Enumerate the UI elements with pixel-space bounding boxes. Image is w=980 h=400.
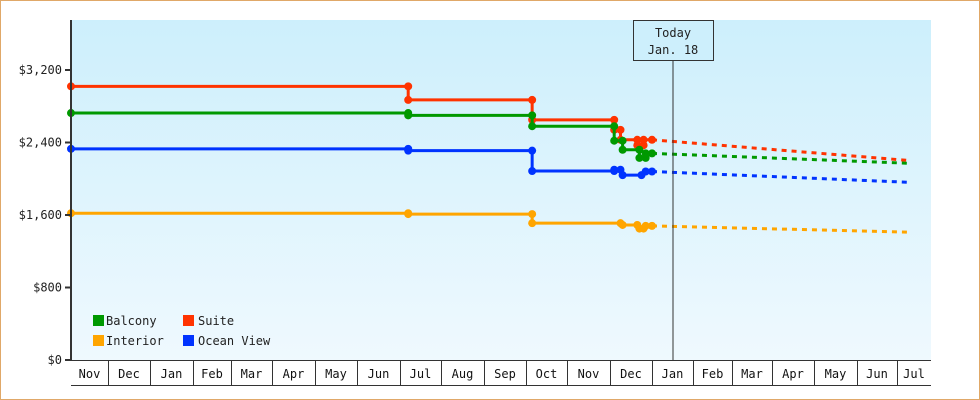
series-interior: [67, 209, 911, 234]
price-point-marker[interactable]: [618, 220, 627, 229]
x-month-label: Oct: [536, 367, 558, 381]
series-layer: [67, 82, 911, 234]
today-label-line2: Jan. 18: [648, 43, 699, 57]
x-month-label: Feb: [702, 367, 724, 381]
price-point-marker[interactable]: [635, 153, 644, 162]
forecast-line: [651, 224, 911, 234]
x-month-label: Dec: [620, 367, 642, 381]
x-month-label: Jun: [368, 367, 390, 381]
price-point-marker[interactable]: [528, 146, 537, 155]
series-balcony: [67, 109, 911, 165]
x-month-label: Mar: [241, 367, 263, 381]
x-month-label: Nov: [79, 367, 101, 381]
y-tick-label: $1,600: [19, 208, 62, 222]
legend-swatch-ocean-view: [183, 335, 194, 346]
price-point-marker[interactable]: [404, 210, 413, 219]
price-point-marker[interactable]: [404, 146, 413, 155]
legend-label-interior: Interior: [106, 334, 164, 348]
legend: Balcony Suite Interior Ocean View: [93, 314, 271, 348]
x-month-label: Jan: [662, 367, 684, 381]
price-point-marker[interactable]: [610, 165, 619, 174]
x-month-label: Aug: [452, 367, 474, 381]
x-month-label: Sep: [494, 367, 516, 381]
x-month-label: Apr: [283, 367, 305, 381]
x-month-label: Feb: [201, 367, 223, 381]
today-box: [633, 20, 714, 61]
x-month-label: Mar: [741, 367, 763, 381]
price-point-marker[interactable]: [528, 167, 537, 176]
y-tick-label: $0: [48, 353, 62, 367]
forecast-line: [651, 170, 911, 184]
x-month-label: Jul: [903, 367, 925, 381]
price-point-marker[interactable]: [618, 136, 627, 145]
x-month-label: Apr: [782, 367, 804, 381]
x-month-label: Dec: [118, 367, 140, 381]
x-month-label: Jan: [161, 367, 183, 381]
price-point-marker[interactable]: [610, 136, 619, 145]
price-point-marker[interactable]: [641, 221, 650, 230]
forecast-line: [651, 151, 911, 165]
legend-label-suite: Suite: [198, 314, 234, 328]
price-point-marker[interactable]: [528, 122, 537, 131]
price-point-marker[interactable]: [528, 210, 537, 219]
forecast-line: [651, 138, 911, 163]
price-point-marker[interactable]: [639, 135, 648, 144]
price-point-marker[interactable]: [616, 125, 625, 134]
x-month-label: Nov: [578, 367, 600, 381]
legend-label-ocean-view: Ocean View: [198, 334, 271, 348]
price-point-marker[interactable]: [404, 82, 413, 91]
legend-swatch-suite: [183, 315, 194, 326]
price-point-marker[interactable]: [641, 167, 650, 176]
x-month-label: Jul: [410, 367, 432, 381]
x-month-label: May: [825, 367, 847, 381]
price-point-marker[interactable]: [404, 111, 413, 120]
y-tick-label: $3,200: [19, 63, 62, 77]
legend-swatch-interior: [93, 335, 104, 346]
price-point-marker[interactable]: [635, 145, 644, 154]
price-point-marker[interactable]: [618, 171, 627, 180]
today-label-line1: Today: [655, 26, 691, 40]
price-point-marker[interactable]: [610, 122, 619, 131]
y-tick-label: $2,400: [19, 136, 62, 150]
axes-layer: $0 $800 $1,600 $2,400 $3,200 Nov Dec Jan Feb Mar A…: [19, 20, 931, 386]
legend-label-balcony: Balcony: [106, 314, 157, 328]
series-ocean-view: [67, 144, 911, 184]
y-tick-label: $800: [33, 281, 62, 295]
price-point-marker[interactable]: [610, 115, 619, 124]
price-point-marker[interactable]: [404, 95, 413, 104]
price-point-marker[interactable]: [618, 145, 627, 154]
x-month-label: Jun: [866, 367, 888, 381]
price-point-marker[interactable]: [528, 95, 537, 104]
legend-swatch-balcony: [93, 315, 104, 326]
price-point-marker[interactable]: [528, 219, 537, 228]
x-month-label: May: [325, 367, 347, 381]
plot-area: [71, 20, 931, 360]
price-point-marker[interactable]: [528, 111, 537, 120]
price-point-marker[interactable]: [641, 149, 650, 158]
